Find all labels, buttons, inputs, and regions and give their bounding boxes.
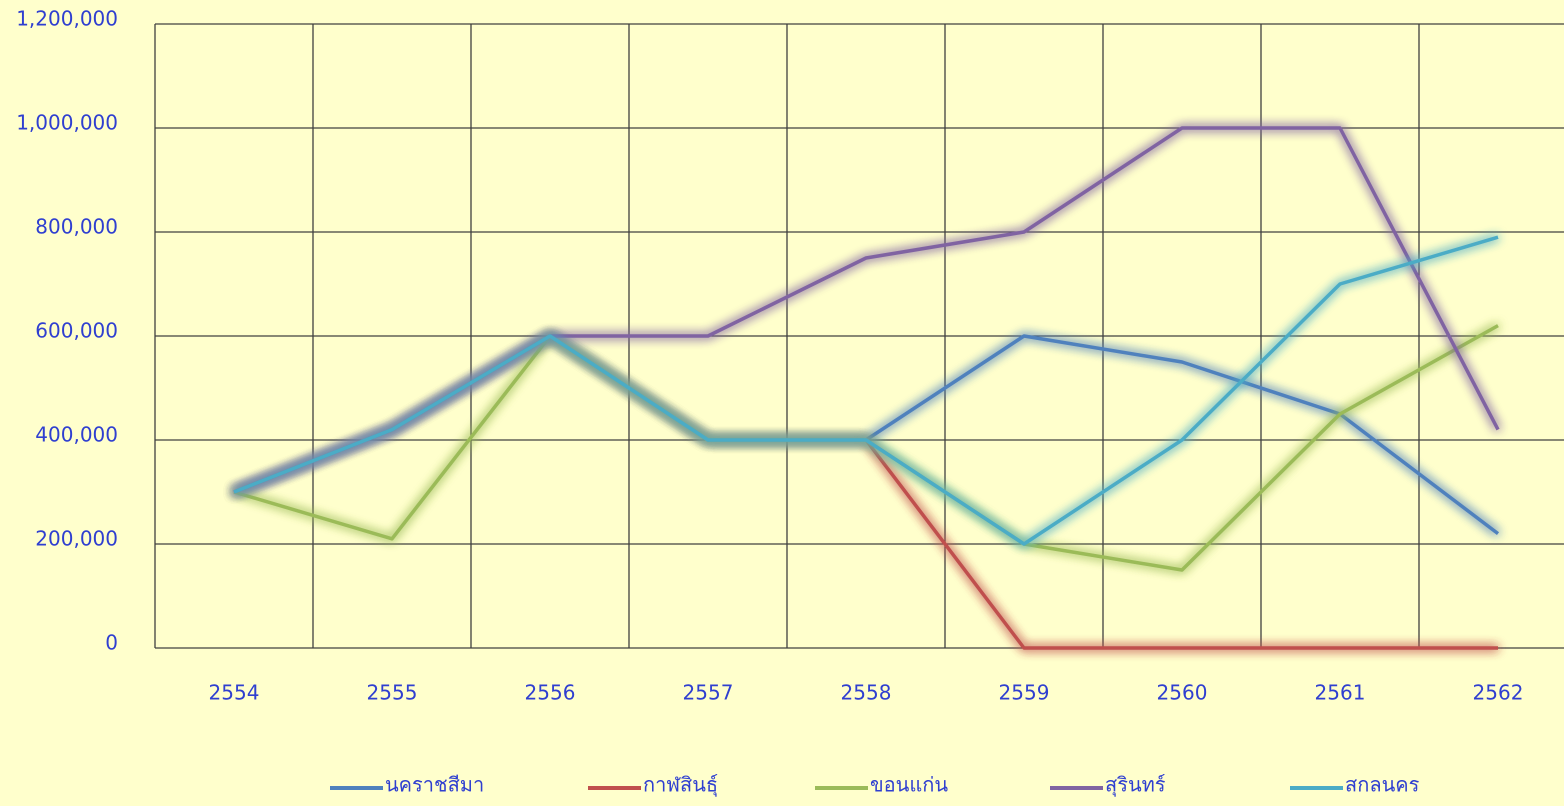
- series-line: [233, 324, 1499, 572]
- x-tick-label: 2561: [1315, 681, 1366, 705]
- series-line: [233, 126, 1500, 494]
- y-tick-label: 200,000: [35, 527, 118, 551]
- legend-label: กาฬสินธุ์: [643, 773, 718, 798]
- y-tick-label: 400,000: [35, 423, 118, 447]
- x-tick-label: 2554: [209, 681, 260, 705]
- y-tick-label: 800,000: [35, 215, 118, 239]
- legend-label: สุรินทร์: [1105, 773, 1166, 798]
- series-line: [233, 334, 1500, 535]
- x-tick-label: 2555: [367, 681, 418, 705]
- series-line: [233, 334, 1498, 650]
- y-tick-label: 1,200,000: [16, 7, 118, 31]
- x-tick-label: 2558: [841, 681, 892, 705]
- legend-label: ขอนแก่น: [870, 773, 948, 797]
- series-line: [233, 235, 1499, 546]
- x-tick-label: 2556: [525, 681, 576, 705]
- x-tick-label: 2559: [999, 681, 1050, 705]
- y-tick-label: 0: [105, 631, 118, 655]
- x-tick-label: 2557: [683, 681, 734, 705]
- x-tick-label: 2562: [1473, 681, 1524, 705]
- legend-label: นคราชสีมา: [385, 773, 484, 797]
- y-tick-label: 600,000: [35, 319, 118, 343]
- y-tick-label: 1,000,000: [16, 111, 118, 135]
- x-tick-label: 2560: [1157, 681, 1208, 705]
- legend-label: สกลนคร: [1345, 773, 1420, 797]
